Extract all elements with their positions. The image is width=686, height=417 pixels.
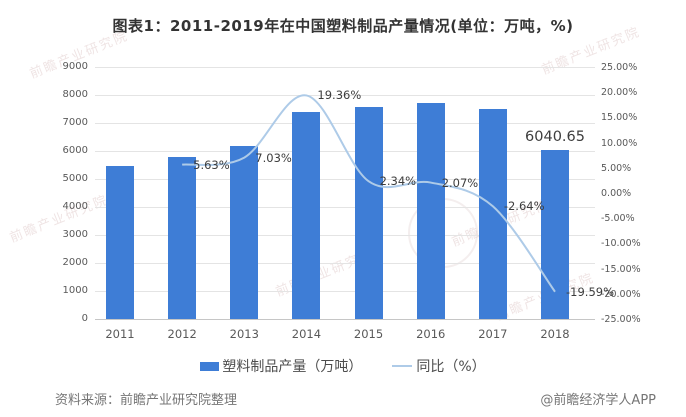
x-axis-label: 2018 xyxy=(540,327,570,341)
legend-line-label: 同比（%） xyxy=(416,359,486,375)
bar-2016 xyxy=(416,102,445,319)
yoy-line xyxy=(182,94,556,293)
x-axis-label: 2017 xyxy=(478,327,508,341)
plot-area xyxy=(95,67,595,320)
gridline xyxy=(95,235,595,236)
right-axis-tick: 0.00% xyxy=(601,188,632,199)
bar-2017 xyxy=(478,108,507,319)
x-axis-label: 2012 xyxy=(167,327,197,341)
source-note: 资料来源：前瞻产业研究院整理 xyxy=(55,393,238,408)
left-axis-tick: 7000 xyxy=(62,117,88,128)
right-axis-tick: 25.00% xyxy=(601,62,638,73)
yoy-point-label: 19.36% xyxy=(317,88,362,103)
gridline xyxy=(95,207,595,208)
gridline xyxy=(95,319,595,320)
yoy-line-svg xyxy=(182,94,556,293)
yoy-point-label: -19.59% xyxy=(566,284,614,299)
x-axis-label: 2013 xyxy=(229,327,259,341)
x-axis-label: 2014 xyxy=(291,327,322,341)
x-axis-label: 2015 xyxy=(353,327,384,341)
gridline xyxy=(95,179,595,180)
right-axis-tick: 10.00% xyxy=(601,137,638,149)
left-axis-tick: 1000 xyxy=(62,285,88,296)
x-axis-label: 2011 xyxy=(105,327,135,341)
yoy-point-label: -2.64% xyxy=(503,199,545,214)
right-axis-tick: -5.00% xyxy=(601,213,635,225)
right-axis-tick: -15.00% xyxy=(601,263,641,275)
right-axis-tick: 15.00% xyxy=(601,112,638,124)
left-axis-tick: 6000 xyxy=(62,145,88,156)
left-axis-tick: 9000 xyxy=(62,61,88,72)
gridline xyxy=(95,95,595,96)
left-axis-tick: 8000 xyxy=(62,89,88,100)
right-axis-tick: -20.00% xyxy=(601,288,641,300)
yoy-point-label: 2.07% xyxy=(441,175,479,190)
left-axis-tick: 0 xyxy=(81,313,88,324)
left-axis-tick: 3000 xyxy=(62,229,88,240)
bar-2011 xyxy=(106,165,134,319)
footer: 资料来源：前瞻产业研究院整理 @前瞻经济学人APP xyxy=(55,389,656,408)
gridline xyxy=(95,67,595,68)
yoy-point-label: 7.03% xyxy=(255,150,292,165)
legend-line-swatch xyxy=(392,365,413,367)
bar-2012 xyxy=(168,157,197,319)
right-axis-tick: 5.00% xyxy=(601,162,632,174)
x-axis-label: 2016 xyxy=(416,327,446,341)
right-axis-tick: -10.00% xyxy=(601,238,641,250)
legend-bar-swatch xyxy=(200,361,220,371)
right-axis-tick: 20.00% xyxy=(601,87,638,99)
left-axis-tick: 5000 xyxy=(62,173,88,184)
credit-note: @前瞻经济学人APP xyxy=(540,393,656,408)
legend-bar-label: 塑料制品产量（万吨） xyxy=(222,359,363,375)
gridline xyxy=(95,123,595,124)
left-axis-tick: 2000 xyxy=(62,257,88,268)
left-axis-tick: 4000 xyxy=(62,201,88,212)
bar-2015 xyxy=(354,107,383,319)
legend: 塑料制品产量（万吨） 同比（%） xyxy=(0,356,686,376)
yoy-point-label: 2.34% xyxy=(379,174,417,189)
bar-value-label: 6040.65 xyxy=(525,128,585,145)
bar-2014 xyxy=(292,112,321,319)
gridline xyxy=(95,263,595,264)
chart-title: 图表1：2011-2019年在中国塑料制品产量情况(单位：万吨，%) xyxy=(112,17,574,35)
right-axis-tick: -25.00% xyxy=(601,314,641,325)
bar-2013 xyxy=(230,145,259,319)
yoy-point-label: 5.63% xyxy=(193,157,230,172)
gridline xyxy=(95,291,595,292)
gridline xyxy=(95,151,595,152)
